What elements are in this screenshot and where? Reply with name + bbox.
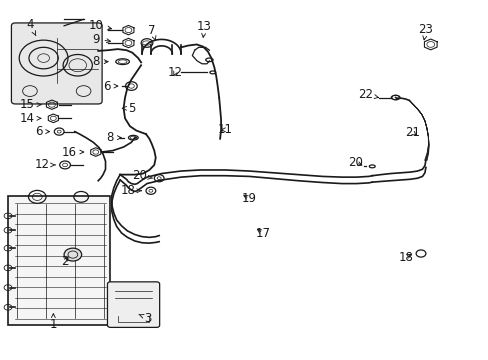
Text: 12: 12	[35, 158, 55, 171]
Text: 15: 15	[20, 98, 41, 111]
Text: 18: 18	[398, 251, 413, 264]
Text: 21: 21	[405, 126, 419, 139]
Text: 19: 19	[242, 192, 256, 205]
Text: 16: 16	[61, 145, 83, 158]
Text: 23: 23	[418, 23, 432, 40]
Text: 22: 22	[357, 88, 378, 101]
Text: 10: 10	[88, 19, 111, 32]
Text: 13: 13	[197, 20, 211, 37]
FancyBboxPatch shape	[107, 282, 159, 327]
Text: 2: 2	[61, 255, 69, 268]
Text: 7: 7	[148, 24, 156, 40]
Text: 8: 8	[106, 131, 121, 144]
Text: 3: 3	[139, 311, 151, 325]
FancyBboxPatch shape	[11, 23, 102, 104]
Text: 9: 9	[92, 32, 110, 46]
Text: 4: 4	[26, 18, 36, 36]
Text: 18: 18	[121, 184, 141, 197]
Bar	[8, 196, 110, 325]
Circle shape	[64, 248, 81, 261]
Text: 6: 6	[35, 125, 49, 138]
Text: 6: 6	[103, 80, 118, 93]
Text: 11: 11	[217, 123, 232, 136]
Text: 1: 1	[49, 314, 57, 331]
Text: 14: 14	[20, 112, 41, 125]
Text: 20: 20	[132, 169, 152, 182]
Text: 12: 12	[167, 66, 183, 79]
Text: 20: 20	[347, 156, 363, 169]
Text: 8: 8	[92, 55, 108, 68]
Text: 17: 17	[255, 226, 270, 239]
Text: 5: 5	[122, 102, 135, 115]
